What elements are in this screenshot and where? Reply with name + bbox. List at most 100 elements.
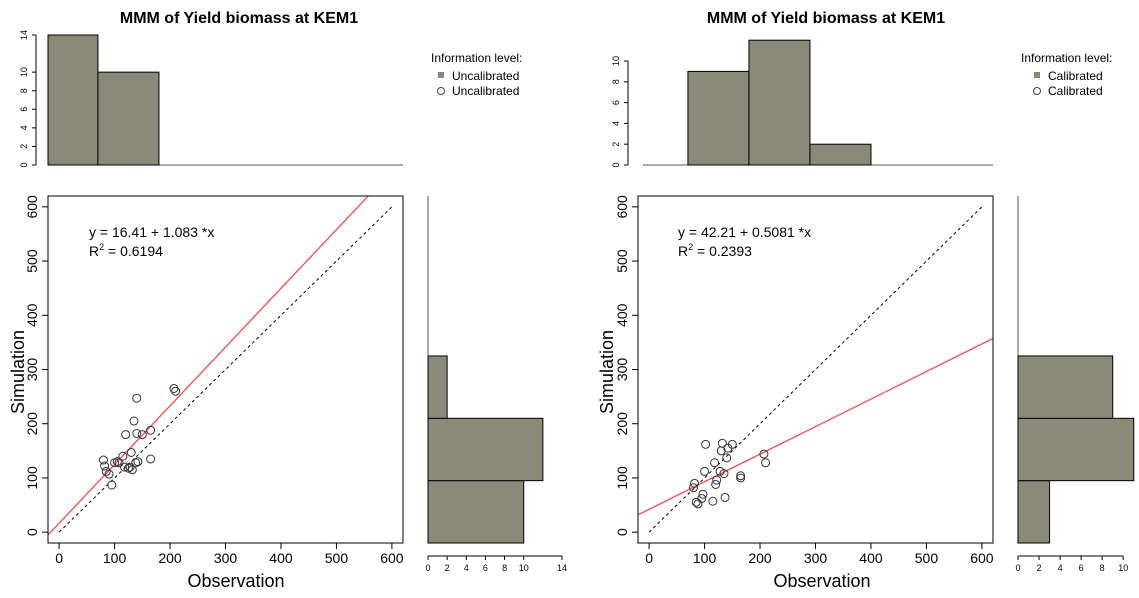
data-point: [722, 453, 732, 463]
x-tick-label: 300: [214, 550, 238, 566]
y-axis-label: Simulation: [597, 330, 617, 414]
right-histogram: 0 2 4 6 8 10: [1015, 196, 1135, 573]
y-tick-label: 200: [614, 412, 630, 436]
y-tick-label: 600: [24, 195, 40, 219]
y-tick-label: 500: [614, 249, 630, 273]
right-histogram-bar: [1017, 417, 1135, 482]
data-point: [169, 383, 179, 393]
r-squared-value: = 0.2393: [693, 243, 752, 259]
y-tick-label: 100: [24, 466, 40, 490]
x-tick-label: 600: [970, 550, 994, 566]
data-point: [131, 458, 141, 468]
y-tick-label: 400: [614, 303, 630, 327]
data-point: [146, 454, 156, 464]
data-point: [697, 494, 707, 504]
legend: Information level: Uncalibrated Uncalibr…: [431, 51, 522, 98]
top-histogram: 0 2 4 6 8 10 14: [19, 30, 403, 168]
panel-uncalibrated: MMM of Yield biomass at KEM1 0 2 4 6 8 10 14 I…: [8, 10, 567, 591]
data-point: [759, 449, 769, 459]
data-point: [761, 458, 771, 468]
top-histogram-title: MMM of Yield biomass at KEM1: [120, 10, 358, 27]
right-histogram-tick-label: 8: [502, 563, 507, 573]
data-point: [720, 492, 730, 502]
y-tick-label: 200: [24, 412, 40, 436]
r-squared-value: = 0.6194: [104, 243, 163, 259]
data-point: [708, 496, 718, 506]
legend-swatch-square: [438, 72, 444, 78]
r-squared-exponent: 2: [688, 242, 693, 252]
top-histogram-bar: [47, 34, 99, 166]
right-histogram-tick-label: 6: [1079, 563, 1084, 573]
top-histogram-bar: [809, 143, 872, 166]
top-histogram-tick-label: 10: [19, 67, 29, 77]
legend-title: Information level:: [1021, 51, 1112, 65]
x-tick-label: 100: [693, 550, 717, 566]
data-point: [712, 475, 722, 485]
top-histogram-bar: [97, 71, 160, 166]
fit-equation: y = 16.41 + 1.083 *x: [89, 224, 214, 240]
data-point: [171, 386, 181, 396]
x-tick-label: 500: [325, 550, 349, 566]
r-squared: R2 = 0.2393: [678, 242, 752, 259]
x-axis-label: Observation: [773, 571, 870, 591]
right-histogram-bar: [427, 417, 544, 482]
data-point: [126, 447, 136, 457]
data-point: [736, 473, 746, 483]
data-point: [146, 425, 156, 435]
data-point: [127, 465, 137, 475]
y-tick-label: 300: [614, 358, 630, 382]
data-point: [691, 497, 701, 507]
data-point: [129, 416, 139, 426]
x-tick-label: 600: [380, 550, 404, 566]
top-histogram-bar: [687, 70, 750, 166]
right-histogram: 0 2 4 6 8 10 14: [425, 196, 567, 573]
data-point: [132, 428, 142, 438]
data-point: [123, 463, 133, 473]
x-tick-label: 100: [103, 550, 127, 566]
legend-entry-point: Calibrated: [1048, 84, 1103, 98]
right-histogram-bar: [1017, 355, 1114, 419]
data-point: [137, 430, 147, 440]
panel-calibrated: MMM of Yield biomass at KEM1 0 2 4 6 8 10 Inf…: [597, 10, 1135, 591]
data-point: [100, 461, 110, 471]
top-histogram-tick-label: 4: [611, 121, 621, 126]
y-tick-label: 400: [24, 303, 40, 327]
top-histogram-tick-label: 10: [611, 56, 621, 66]
data-point: [118, 451, 128, 461]
top-histogram-tick-label: 2: [19, 144, 29, 149]
top-histogram-tick-label: 4: [19, 125, 29, 130]
data-point: [693, 499, 703, 509]
data-point: [101, 466, 111, 476]
x-tick-label: 0: [55, 550, 63, 566]
top-histogram-tick-label: 8: [19, 88, 29, 93]
data-point: [104, 469, 114, 479]
data-point: [132, 393, 142, 403]
plot-frame: [637, 195, 994, 544]
x-tick-label: 400: [859, 550, 883, 566]
legend-swatch-circle: [437, 87, 445, 95]
data-point: [121, 430, 131, 440]
data-point: [700, 466, 710, 476]
scatter-plot: 0 100 200 300 400 500 600 0 100 200 300 400 500 600: [24, 195, 404, 566]
x-tick-label: 500: [915, 550, 939, 566]
x-tick-label: 200: [748, 550, 772, 566]
data-point: [717, 438, 727, 448]
data-point: [133, 457, 143, 467]
legend-entry-point: Uncalibrated: [452, 84, 519, 98]
y-tick-label: 300: [24, 358, 40, 382]
top-histogram-bar: [748, 39, 811, 166]
x-tick-label: 0: [645, 550, 653, 566]
r-squared-exponent: 2: [99, 242, 104, 252]
regression-line: [638, 337, 993, 516]
y-tick-label: 600: [614, 195, 630, 219]
data-point: [736, 471, 746, 481]
right-histogram-tick-label: 10: [519, 563, 529, 573]
right-histogram-bar: [427, 355, 448, 419]
top-histogram: 0 2 4 6 8 10: [611, 39, 993, 168]
r-squared: R2 = 0.6194: [89, 242, 163, 259]
right-histogram-tick-label: 8: [1100, 563, 1105, 573]
plot-area: [638, 206, 993, 533]
data-point: [112, 457, 122, 467]
plot-frame: [47, 195, 404, 544]
